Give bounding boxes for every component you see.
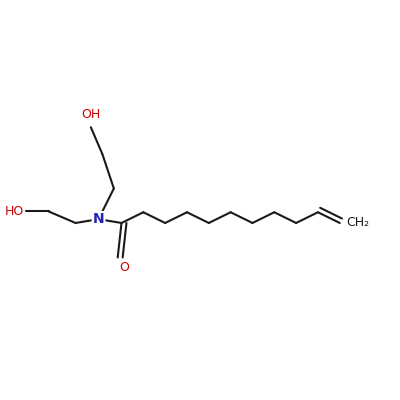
Text: OH: OH [81, 108, 100, 122]
Text: O: O [120, 261, 130, 274]
Text: N: N [93, 212, 104, 226]
Text: HO: HO [5, 205, 24, 218]
Text: CH₂: CH₂ [347, 216, 370, 230]
